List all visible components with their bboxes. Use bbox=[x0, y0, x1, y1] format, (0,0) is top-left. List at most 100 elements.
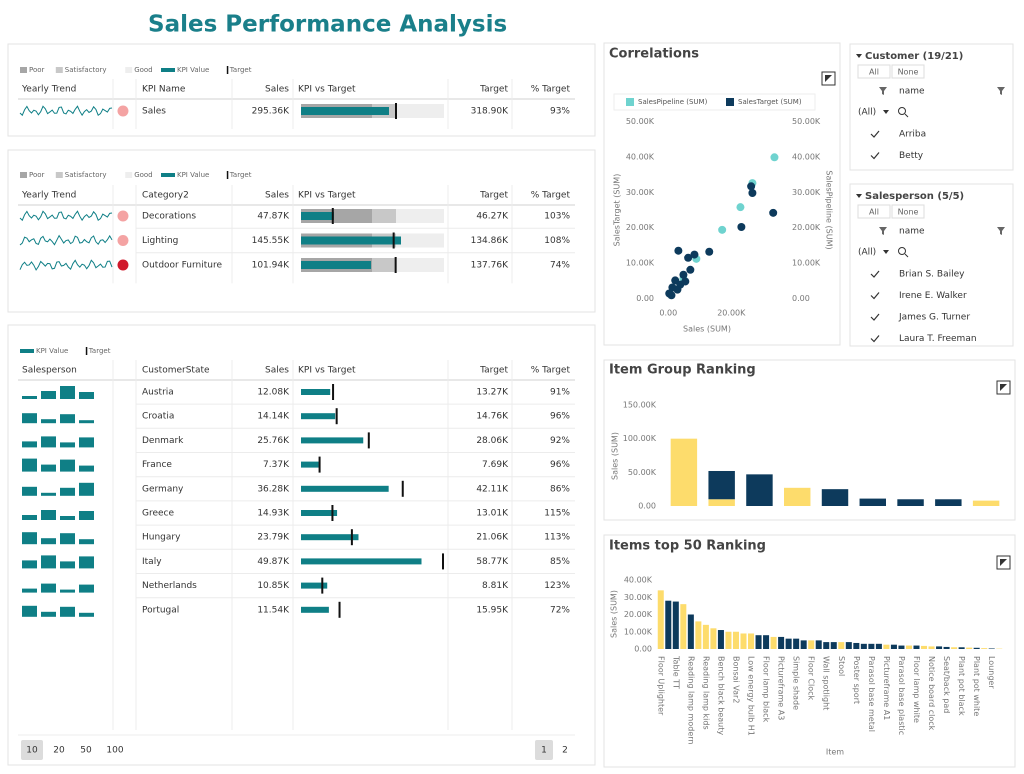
check-mark[interactable] bbox=[870, 270, 880, 278]
legend-swatch bbox=[161, 173, 175, 177]
row-name: Croatia bbox=[142, 412, 174, 422]
status-indicator bbox=[117, 210, 129, 222]
bar bbox=[785, 638, 792, 649]
scatter-point bbox=[747, 182, 756, 191]
panel bbox=[603, 42, 841, 346]
check-mark[interactable] bbox=[870, 335, 880, 343]
kpi-bar bbox=[301, 582, 328, 589]
filter-button-label[interactable]: All bbox=[869, 208, 879, 217]
filter-item[interactable]: James G. Turner bbox=[898, 313, 970, 323]
x-tick-label: Reading lamp modern bbox=[686, 656, 695, 744]
legend-label: KPI Value bbox=[177, 171, 209, 179]
kpi-bar bbox=[301, 606, 329, 613]
filter-button-label[interactable]: None bbox=[898, 68, 919, 77]
filter-option[interactable]: (All) bbox=[858, 108, 876, 118]
pct-target: 96% bbox=[550, 460, 570, 470]
legend-swatch bbox=[161, 68, 175, 72]
kpi-bar bbox=[301, 212, 334, 220]
y2-tick-label: 50.00K bbox=[792, 117, 821, 126]
x-tick-label: Low energy bulb H1 bbox=[747, 656, 756, 736]
legend-swatch bbox=[55, 172, 63, 178]
row-name: Denmark bbox=[142, 436, 184, 446]
sparkline bbox=[19, 259, 113, 271]
pct-target: 72% bbox=[550, 605, 570, 615]
page-size[interactable]: 10 bbox=[26, 746, 38, 756]
legend-label: Target bbox=[229, 66, 252, 74]
sales-value: 12.08K bbox=[257, 388, 290, 398]
column-header: CustomerState bbox=[142, 366, 210, 376]
target-value: 134.86K bbox=[471, 236, 509, 246]
legend-swatch bbox=[20, 67, 27, 73]
x-tick-label: Floor Clock bbox=[807, 656, 816, 701]
page-number[interactable]: 1 bbox=[541, 746, 547, 756]
target-value: 46.27K bbox=[476, 212, 509, 222]
filter-item[interactable]: Brian S. Bailey bbox=[899, 270, 965, 280]
row-name: Austria bbox=[142, 388, 174, 398]
x-tick-label: Bonsai Var2 bbox=[731, 656, 740, 703]
column-header: Salesperson bbox=[22, 366, 77, 376]
mini-bar bbox=[41, 492, 56, 496]
page-number[interactable]: 2 bbox=[562, 746, 568, 756]
filter-button-label[interactable]: All bbox=[869, 68, 879, 77]
legend-swatch bbox=[125, 67, 133, 73]
filter-option[interactable]: (All) bbox=[858, 248, 876, 258]
x-tick-label: Pictureframe A1 bbox=[882, 656, 891, 720]
y2-axis-label: SalesPipeline (SUM) bbox=[825, 170, 834, 249]
column-header: Sales bbox=[265, 85, 289, 95]
kpi-bar bbox=[301, 485, 389, 492]
legend-label: Poor bbox=[29, 171, 45, 179]
bar bbox=[808, 640, 815, 649]
target-value: 13.01K bbox=[476, 509, 509, 519]
bar-segment bbox=[935, 499, 962, 506]
page-size[interactable]: 50 bbox=[80, 746, 92, 756]
legend-swatch bbox=[20, 172, 27, 178]
pct-target: 96% bbox=[550, 412, 570, 422]
expand-glyph bbox=[825, 75, 832, 82]
page-size[interactable]: 20 bbox=[53, 746, 65, 756]
legend-swatch bbox=[626, 98, 634, 106]
y2-tick-label: 30.00K bbox=[792, 188, 821, 197]
bar-segment bbox=[859, 498, 886, 506]
bar-segment bbox=[897, 499, 924, 506]
x-tick-label: Wall spotlight bbox=[822, 656, 831, 710]
bar bbox=[943, 646, 950, 649]
x-tick-label: Floor Uplighter bbox=[656, 656, 665, 716]
scatter-point bbox=[674, 246, 683, 255]
kpi-bar bbox=[301, 236, 401, 245]
check-mark[interactable] bbox=[870, 152, 880, 160]
row-name: Lighting bbox=[142, 236, 178, 246]
target-value: 318.90K bbox=[471, 107, 509, 117]
bar bbox=[951, 647, 958, 649]
check-mark[interactable] bbox=[870, 292, 880, 300]
bar bbox=[958, 647, 965, 649]
filter-button[interactable] bbox=[857, 204, 891, 219]
search-handle bbox=[904, 113, 909, 118]
check-mark[interactable] bbox=[870, 130, 880, 138]
mini-bar bbox=[41, 611, 56, 617]
collapse-arrow bbox=[856, 54, 862, 58]
band-good bbox=[396, 258, 444, 272]
status-indicator bbox=[117, 259, 129, 271]
filter-button-label[interactable]: None bbox=[898, 208, 919, 217]
funnel-icon bbox=[879, 227, 887, 235]
page-size[interactable]: 100 bbox=[106, 746, 123, 756]
filter-item[interactable]: Irene E. Walker bbox=[899, 291, 967, 301]
bar-segment bbox=[708, 470, 735, 500]
filter-button[interactable] bbox=[857, 64, 891, 79]
filter-button[interactable] bbox=[891, 204, 925, 219]
filter-item[interactable]: Betty bbox=[899, 151, 924, 161]
scatter-point bbox=[679, 270, 688, 279]
check-mark[interactable] bbox=[870, 313, 880, 321]
filter-item[interactable]: Arriba bbox=[899, 130, 926, 140]
filter-button[interactable] bbox=[891, 64, 925, 79]
filter-item[interactable]: Laura T. Freeman bbox=[899, 334, 977, 344]
mini-bar bbox=[41, 583, 56, 593]
column-header: % Target bbox=[531, 366, 571, 376]
chart-title: Item Group Ranking bbox=[609, 363, 756, 378]
sales-value: 14.93K bbox=[257, 509, 290, 519]
legend-label: SalesPipeline (SUM) bbox=[638, 98, 708, 106]
bar bbox=[717, 630, 724, 649]
mini-bar bbox=[22, 532, 37, 545]
kpi-bar bbox=[301, 107, 389, 115]
mini-bar bbox=[60, 516, 75, 520]
